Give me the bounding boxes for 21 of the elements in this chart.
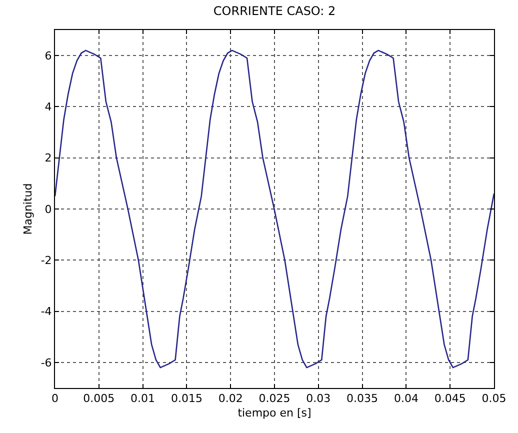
- x-tick-label: 0.015: [170, 392, 202, 406]
- y-tick-label: -4: [40, 305, 52, 318]
- y-tick-label: 6: [44, 49, 52, 62]
- chart-title: CORRIENTE CASO: 2: [213, 4, 336, 18]
- x-tick-label: 0.04: [394, 392, 418, 406]
- x-tick-label: 0.02: [218, 392, 243, 406]
- y-tick-label: -2: [40, 254, 52, 267]
- y-tick-label: 4: [44, 100, 52, 114]
- x-axis-title: tiempo en [s]: [238, 406, 312, 420]
- y-tick-label: 2: [44, 152, 52, 165]
- x-tick-label: 0.025: [258, 392, 290, 406]
- x-tick-label: 0.01: [130, 392, 156, 406]
- x-tick-label: 0.035: [346, 392, 378, 406]
- y-tick-label: 0: [44, 202, 52, 216]
- x-tick-label: 0.03: [306, 392, 331, 406]
- y-tick-label: -6: [40, 356, 52, 370]
- x-tick-label: 0.005: [83, 392, 115, 406]
- x-tick-label: 0.05: [482, 392, 506, 406]
- y-axis-title: Magnitud: [21, 183, 34, 235]
- line-series: [55, 50, 494, 368]
- x-tick-label: 0.045: [434, 392, 466, 406]
